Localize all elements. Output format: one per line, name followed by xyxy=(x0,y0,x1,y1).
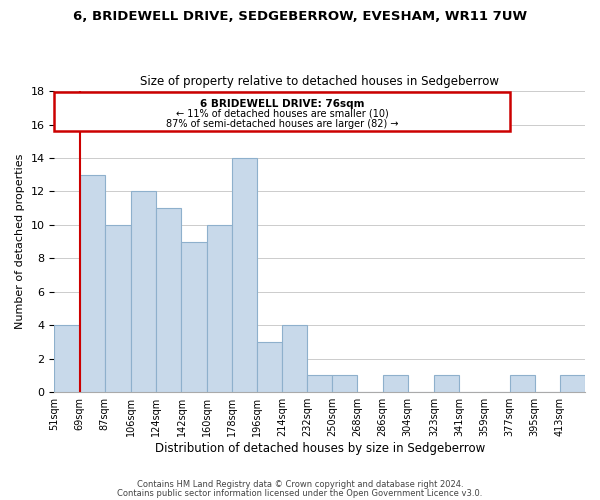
Title: Size of property relative to detached houses in Sedgeberrow: Size of property relative to detached ho… xyxy=(140,76,499,88)
Bar xyxy=(307,376,332,392)
Bar xyxy=(80,174,104,392)
Text: 6, BRIDEWELL DRIVE, SEDGEBERROW, EVESHAM, WR11 7UW: 6, BRIDEWELL DRIVE, SEDGEBERROW, EVESHAM… xyxy=(73,10,527,23)
Text: ← 11% of detached houses are smaller (10): ← 11% of detached houses are smaller (10… xyxy=(176,108,388,118)
Text: 87% of semi-detached houses are larger (82) →: 87% of semi-detached houses are larger (… xyxy=(166,118,398,128)
Text: 6 BRIDEWELL DRIVE: 76sqm: 6 BRIDEWELL DRIVE: 76sqm xyxy=(200,98,364,108)
Bar xyxy=(383,376,407,392)
X-axis label: Distribution of detached houses by size in Sedgeberrow: Distribution of detached houses by size … xyxy=(155,442,485,455)
Bar xyxy=(232,158,257,392)
FancyBboxPatch shape xyxy=(55,92,509,131)
Bar xyxy=(157,208,181,392)
Bar xyxy=(282,326,307,392)
Bar xyxy=(434,376,460,392)
Bar xyxy=(206,225,232,392)
Bar xyxy=(257,342,282,392)
Bar xyxy=(509,376,535,392)
Bar xyxy=(55,326,80,392)
Bar xyxy=(560,376,585,392)
Bar xyxy=(181,242,206,392)
Bar xyxy=(104,225,131,392)
Text: Contains HM Land Registry data © Crown copyright and database right 2024.: Contains HM Land Registry data © Crown c… xyxy=(137,480,463,489)
Y-axis label: Number of detached properties: Number of detached properties xyxy=(15,154,25,330)
Bar xyxy=(332,376,358,392)
Text: Contains public sector information licensed under the Open Government Licence v3: Contains public sector information licen… xyxy=(118,488,482,498)
Bar xyxy=(131,192,157,392)
